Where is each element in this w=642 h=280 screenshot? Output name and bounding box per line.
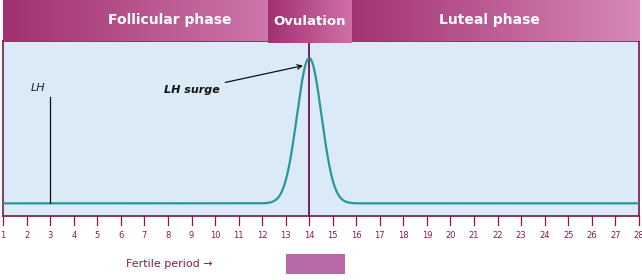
Text: 18: 18 [398,231,409,240]
Text: 14: 14 [304,231,315,240]
Text: 19: 19 [422,231,432,240]
Text: Fertile period →: Fertile period → [126,259,213,269]
Text: 3: 3 [48,231,53,240]
Text: 27: 27 [610,231,621,240]
Text: 12: 12 [257,231,268,240]
Text: 11: 11 [233,231,244,240]
Text: 9: 9 [189,231,194,240]
Text: 20: 20 [445,231,456,240]
Bar [286,254,345,274]
Text: 6: 6 [118,231,124,240]
Text: 25: 25 [563,231,573,240]
Text: 15: 15 [327,231,338,240]
Text: 28: 28 [634,231,642,240]
Text: 17: 17 [374,231,385,240]
Text: 24: 24 [539,231,550,240]
Text: 10: 10 [210,231,220,240]
Text: 7: 7 [142,231,147,240]
Text: Ovulation: Ovulation [273,15,345,28]
Text: 8: 8 [165,231,171,240]
Text: 2: 2 [24,231,30,240]
Text: 23: 23 [516,231,526,240]
Text: Luteal phase: Luteal phase [439,13,540,27]
Text: LH surge: LH surge [164,65,302,95]
Text: 16: 16 [351,231,361,240]
Text: Follicular phase: Follicular phase [108,13,231,27]
Text: 1: 1 [1,231,6,240]
Text: 4: 4 [71,231,76,240]
Text: 13: 13 [281,231,291,240]
Text: 26: 26 [586,231,597,240]
Text: 21: 21 [469,231,480,240]
Text: 5: 5 [95,231,100,240]
Text: 22: 22 [492,231,503,240]
Text: LH: LH [31,83,46,93]
